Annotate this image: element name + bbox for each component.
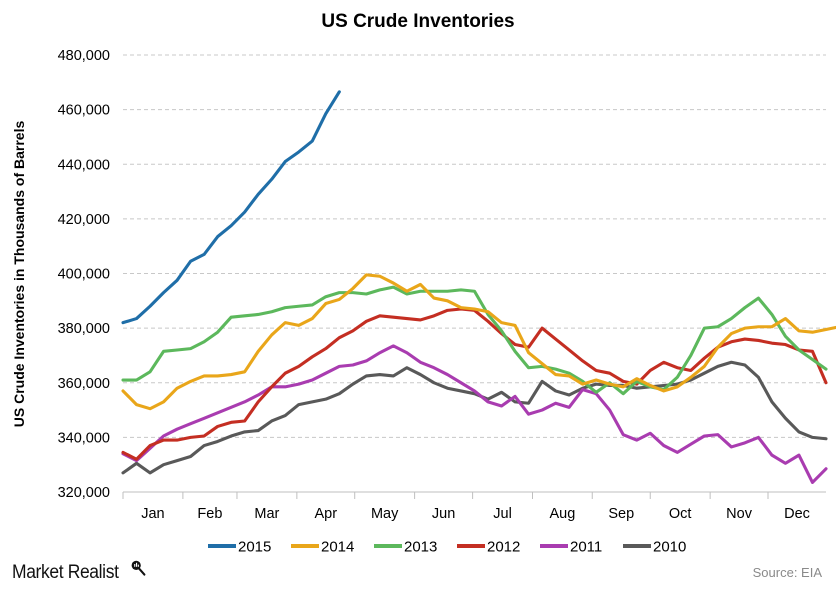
- x-axis-tick-label: Mar: [254, 506, 279, 522]
- legend-label-2010: 2010: [653, 539, 686, 556]
- x-axis-tick-label: Apr: [314, 506, 337, 522]
- gridlines: [123, 54, 826, 493]
- series-line-2013: [121, 285, 828, 396]
- y-axis-tick-label: 360,000: [58, 376, 110, 392]
- series-group: [121, 90, 836, 484]
- series-line-2015: [121, 90, 341, 325]
- series-line-2010: [121, 360, 828, 475]
- y-axis-tick-label: 400,000: [58, 267, 110, 283]
- series-line-2014: [121, 273, 836, 411]
- y-axis-tick-label: 480,000: [58, 48, 110, 64]
- page-title: US Crude Inventories: [321, 11, 514, 32]
- x-axis-tick-label: Sep: [608, 506, 634, 522]
- x-axis-tick-label: May: [371, 506, 399, 522]
- x-axis-tick-label: Nov: [726, 506, 753, 522]
- y-axis-tick-label: 440,000: [58, 157, 110, 173]
- x-axis-tick-label: Jan: [141, 506, 164, 522]
- x-axis-tick-label: Oct: [669, 506, 692, 522]
- legend-label-2013: 2013: [404, 539, 437, 556]
- x-axis-tick-label: Jul: [493, 506, 512, 522]
- legend-label-2015: 2015: [238, 539, 271, 556]
- y-axis-title: US Crude Inventories in Thousands of Bar…: [11, 121, 27, 428]
- x-axis-tick-label: Dec: [784, 506, 810, 522]
- x-axis: Jan Feb Mar Apr May Jun Jul Aug Sep Oct Nov Dec: [122, 491, 826, 522]
- y-axis-tick-label: 340,000: [58, 430, 110, 446]
- series-line-2011: [121, 344, 828, 484]
- y-axis-tick-label: 320,000: [58, 485, 110, 501]
- x-axis-tick-label: Aug: [549, 506, 575, 522]
- y-axis-tick-label: 460,000: [58, 103, 110, 119]
- x-axis-tick-label: Feb: [197, 506, 222, 522]
- y-axis-tick-label: 380,000: [58, 321, 110, 337]
- brand-name: Market Realist: [12, 562, 119, 583]
- y-axis-tick-label: 420,000: [58, 212, 110, 228]
- legend-label-2011: 2011: [570, 539, 602, 556]
- magnifier-icon: [129, 559, 147, 577]
- brand-logo: Market Realist: [12, 559, 147, 584]
- legend-label-2012: 2012: [487, 539, 520, 556]
- source-note: Source: EIA: [752, 565, 822, 580]
- chart-legend: 2015 2014 2013 2012 2011 2010: [208, 539, 686, 556]
- x-axis-tick-label: Jun: [432, 506, 455, 522]
- y-axis-labels: 480,000 460,000 440,000 420,000 400,000 380,0…: [58, 48, 110, 501]
- legend-label-2014: 2014: [321, 539, 354, 556]
